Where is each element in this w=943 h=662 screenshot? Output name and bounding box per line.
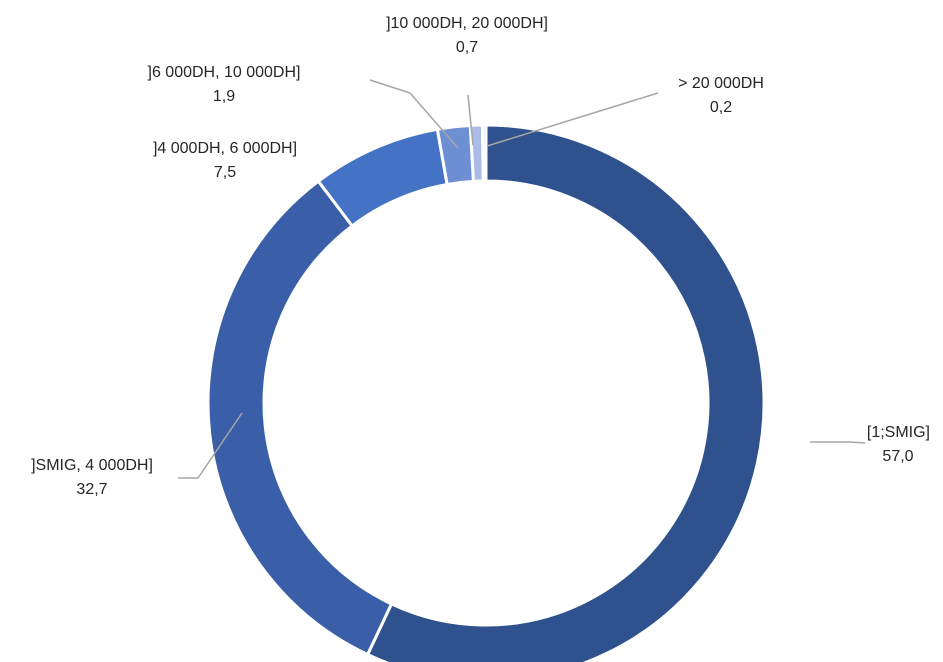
donut-slice bbox=[365, 123, 766, 662]
leader-lines bbox=[178, 79, 866, 479]
leader-line bbox=[369, 79, 459, 149]
value-label: 7,5 bbox=[214, 164, 236, 181]
category-label: ]SMIG, 4 000DH] bbox=[31, 457, 153, 474]
category-label: > 20 000DH bbox=[678, 75, 764, 92]
value-label: 0,7 bbox=[456, 39, 478, 56]
value-label: 0,2 bbox=[710, 99, 732, 116]
leader-line bbox=[178, 412, 243, 479]
category-label: ]10 000DH, 20 000DH] bbox=[386, 15, 548, 32]
category-label: [1;SMIG] bbox=[867, 424, 930, 441]
value-label: 1,9 bbox=[213, 88, 235, 105]
leader-line bbox=[486, 92, 659, 147]
donut-slice bbox=[480, 123, 488, 183]
leader-line bbox=[467, 94, 474, 146]
donut-slices bbox=[206, 123, 766, 662]
data-labels: [1;SMIG] 57,0 ]SMIG, 4 000DH] 32,7 ]4 000DH,… bbox=[31, 15, 930, 498]
category-label: ]4 000DH, 6 000DH] bbox=[153, 140, 297, 157]
category-label: ]6 000DH, 10 000DH] bbox=[148, 64, 301, 81]
value-label: 32,7 bbox=[76, 481, 107, 498]
leader-line bbox=[810, 441, 866, 444]
value-label: 57,0 bbox=[882, 448, 913, 465]
donut-slice bbox=[206, 179, 394, 657]
